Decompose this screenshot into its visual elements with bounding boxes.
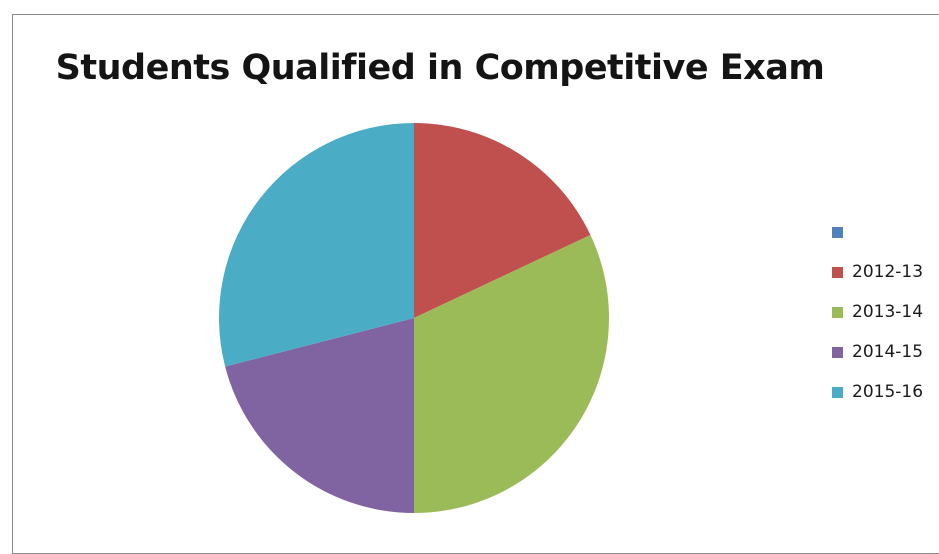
legend-label: 2014-15 bbox=[852, 342, 924, 362]
legend-item: 2015-16 bbox=[832, 372, 939, 412]
legend-label: 2015-16 bbox=[852, 382, 924, 402]
legend: 2012-13 2013-14 2014-15 2015-16 bbox=[832, 212, 939, 412]
legend-item: 2012-13 bbox=[832, 252, 939, 292]
legend-swatch bbox=[832, 226, 843, 238]
pie-slice-2012-13 bbox=[414, 123, 591, 318]
legend-label: 2012-13 bbox=[852, 262, 924, 282]
chart-title: Students Qualified in Competitive Exam bbox=[55, 48, 825, 88]
pie-slice-2014-15 bbox=[225, 318, 414, 513]
legend-swatch bbox=[832, 346, 843, 358]
pie-slice-2013-14 bbox=[414, 234, 609, 514]
legend-label: 2013-14 bbox=[852, 302, 924, 322]
legend-swatch bbox=[832, 306, 843, 318]
legend-swatch bbox=[832, 386, 843, 398]
legend-swatch bbox=[832, 266, 843, 278]
pie-slice-2015-16 bbox=[219, 123, 414, 367]
legend-item: 2014-15 bbox=[832, 332, 939, 372]
legend-item: 2013-14 bbox=[832, 292, 939, 332]
legend-item bbox=[832, 212, 939, 252]
